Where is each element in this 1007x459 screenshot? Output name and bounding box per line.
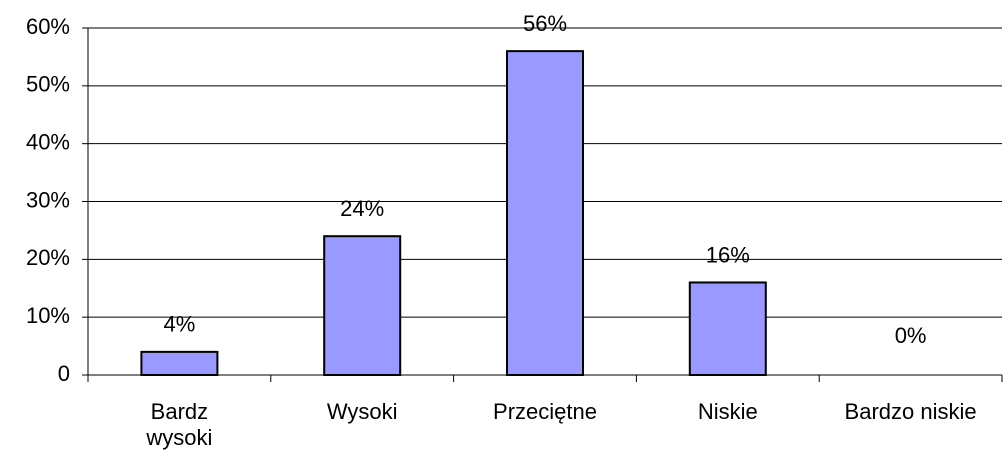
x-tick-label: Przeciętne	[493, 399, 597, 424]
y-tick-label: 0	[58, 361, 70, 386]
y-tick-label: 40%	[26, 129, 70, 154]
value-label: 16%	[706, 242, 750, 267]
bar	[323, 235, 402, 376]
x-tick-label: Wysoki	[326, 399, 398, 424]
bar	[688, 281, 767, 377]
value-label: 0%	[895, 323, 927, 348]
value-label: 56%	[523, 11, 567, 36]
y-tick-label: 20%	[26, 245, 70, 270]
y-tick-label: 50%	[26, 72, 70, 97]
y-tick-label: 60%	[26, 14, 70, 39]
x-tick-label: Bardzo niskie	[844, 399, 977, 424]
bar	[506, 50, 584, 377]
y-tick-label: 30%	[26, 187, 70, 212]
x-tick-label: Bardz wysoki	[146, 399, 213, 450]
bar	[140, 350, 219, 377]
value-label: 24%	[340, 196, 384, 221]
x-tick-label: Niskie	[697, 399, 758, 424]
value-label: 4%	[164, 312, 196, 337]
y-tick-label: 10%	[26, 303, 70, 328]
